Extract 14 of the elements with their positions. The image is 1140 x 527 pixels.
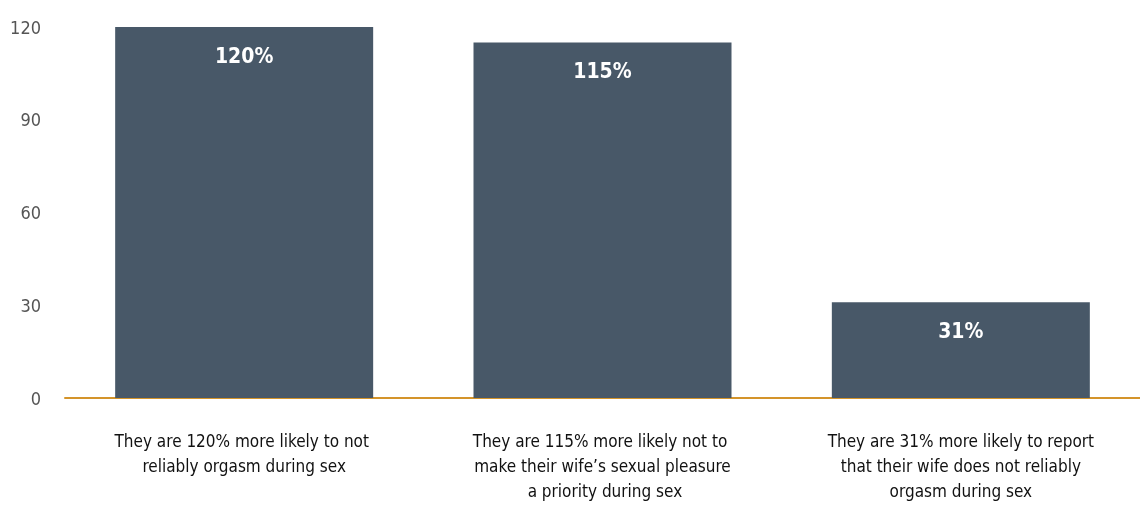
y-tick-label: 0 [30,387,41,409]
data-label: 31% [938,318,984,343]
y-tick-label: 30 [20,294,41,316]
bar [115,27,374,398]
x-tick-label: They are 31% more likely to report that their wife does not reliably orgasm during sex [826,430,1095,501]
bar [473,42,732,398]
x-tick-label: They are 115% more likely not to make their wife’s sexual pleasure a priority during sex [471,430,733,501]
x-tick-label: They are 120% more likely to not reliably orgasm during sex [113,430,374,476]
data-label: 120% [214,43,274,68]
y-tick-label: 120 [10,16,41,38]
data-label: 115% [573,58,632,83]
bar [831,302,1090,398]
y-tick-label: 90 [20,109,41,131]
y-tick-label: 60 [20,202,41,223]
